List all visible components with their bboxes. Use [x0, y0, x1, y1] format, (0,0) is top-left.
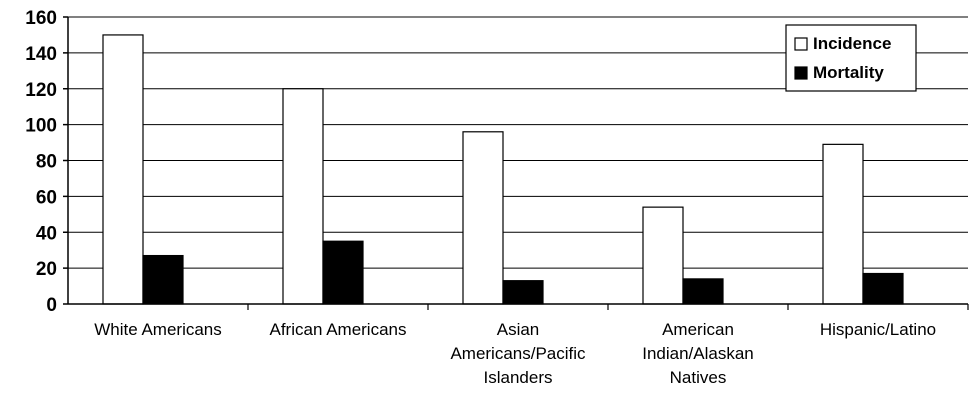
- bar-mortality: [502, 280, 544, 305]
- y-tick-label: 0: [46, 295, 57, 316]
- y-tick-label: 60: [36, 187, 57, 208]
- legend-label-incidence: Incidence: [813, 34, 891, 53]
- y-axis: 0 20 40 60 80 100 120 140 160: [25, 8, 69, 316]
- y-tick-label: 80: [36, 152, 57, 173]
- legend-box: [785, 24, 917, 92]
- bar-incidence: [102, 34, 144, 305]
- y-tick-label: 140: [25, 44, 57, 65]
- x-category-label: American: [662, 320, 734, 339]
- bar-mortality: [862, 272, 904, 305]
- y-tick-label: 100: [25, 116, 57, 137]
- legend-swatch-mortality: [794, 66, 808, 80]
- x-axis: White Americans African Americans Asian Ame…: [68, 303, 969, 387]
- x-category-label: Natives: [670, 368, 727, 387]
- x-category-label: African Americans: [270, 320, 407, 339]
- bars: [102, 34, 904, 305]
- legend: Incidence Mortality: [785, 24, 917, 92]
- legend-label-mortality: Mortality: [813, 63, 884, 82]
- bar-incidence: [462, 131, 504, 305]
- gridlines: [68, 16, 968, 269]
- bar-incidence: [822, 143, 864, 305]
- legend-swatch-incidence: [794, 37, 808, 51]
- bar-incidence: [282, 88, 324, 305]
- x-category-label: White Americans: [94, 320, 222, 339]
- y-tick-label: 120: [25, 80, 57, 101]
- x-category-label: Indian/Alaskan: [642, 344, 754, 363]
- y-tick-label: 40: [36, 223, 57, 244]
- x-category-label: Islanders: [484, 368, 553, 387]
- bar-mortality: [682, 278, 724, 305]
- bar-mortality: [142, 254, 184, 305]
- y-tick-label: 20: [36, 259, 57, 280]
- x-category-label: Hispanic/Latino: [820, 320, 936, 339]
- bar-incidence: [642, 206, 684, 305]
- bar-mortality: [322, 240, 364, 305]
- x-category-label: Asian: [497, 320, 540, 339]
- x-category-label: Americans/Pacific: [450, 344, 586, 363]
- y-tick-label: 160: [25, 8, 57, 29]
